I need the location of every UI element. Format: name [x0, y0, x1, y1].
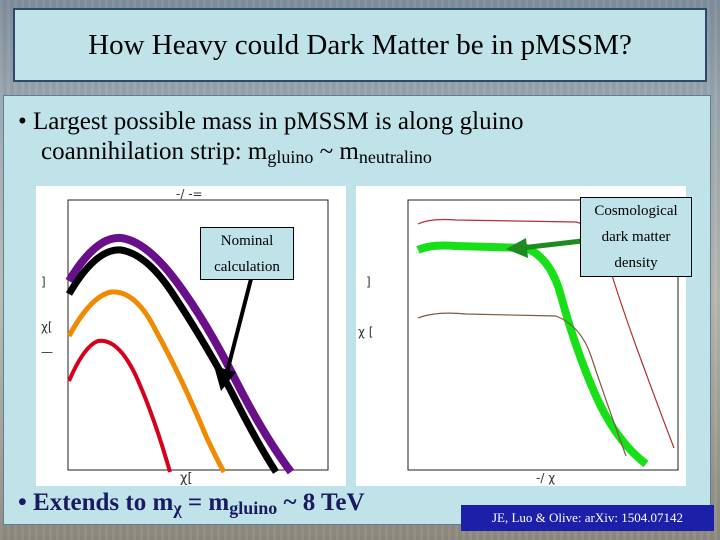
- arrow-nominal-shaft: [224, 278, 253, 377]
- callout-nominal: Nominal calculation: [200, 227, 294, 280]
- bullet-2-eq: = m: [181, 489, 230, 516]
- right-plot-x-label: -/ χ: [536, 471, 555, 485]
- sub-neutralino: neutralino: [358, 147, 432, 167]
- bullet-1-text-b: coannihilation strip: m: [41, 138, 268, 165]
- left-plot-x-label: χ[: [180, 471, 193, 486]
- bullet-2-text-a: Extends to m: [33, 489, 174, 516]
- sub-chi: χ: [173, 498, 182, 518]
- right-plot-y-label: χ [: [358, 325, 373, 339]
- curve-purple: [65, 233, 295, 475]
- arrow-cosmo-shaft: [520, 238, 583, 251]
- bullet-2: • Extends to mχ = mgluino ~ 8 TeV: [18, 488, 365, 523]
- curve-green: [416, 241, 649, 468]
- curve-orange: [66, 289, 227, 474]
- bullet-2-rest: ~ 8 TeV: [277, 489, 365, 516]
- sub-gluino: gluino: [267, 147, 314, 167]
- bullet-2-sub-gluino: gluino: [229, 498, 278, 518]
- right-plot-frame: [407, 199, 679, 471]
- callout-cosmo-line-1: Cosmological: [594, 203, 678, 219]
- slide-title: How Heavy could Dark Matter be in p​MSSM…: [88, 28, 632, 61]
- curve-black: [65, 246, 279, 474]
- callout-nominal-line-2: calculation: [214, 259, 280, 275]
- left-plot-ytick-3: —: [41, 345, 53, 359]
- callout-cosmo-line-3: density: [614, 255, 658, 271]
- arrow-nominal-head: [214, 366, 236, 391]
- callout-nominal-line-1: Nominal: [220, 233, 274, 249]
- bullet-1-tilde: ~ m: [313, 138, 359, 165]
- right-plot-ytick-1: ]: [366, 275, 371, 289]
- left-plot-y-label: χ[: [41, 320, 53, 334]
- left-plot: -/ -= ] χ[ — χ[: [36, 186, 346, 486]
- bullet-2-marker: •: [18, 489, 27, 516]
- bullet-marker: •: [18, 108, 27, 135]
- callout-cosmo-line-2: dark matter: [601, 229, 671, 245]
- curve-red: [67, 338, 172, 473]
- bullet-1: • Largest possible mass in pMSSM is alon…: [18, 107, 524, 172]
- reference-badge: JE, Luo & Olive: arXiv: 1504.07142: [461, 505, 714, 531]
- left-plot-svg: -/ -= ] χ[ — χ[: [41, 187, 329, 486]
- arrow-cosmo-head: [506, 238, 528, 258]
- curve-brown: [417, 312, 627, 457]
- left-plot-ytick-1: ]: [41, 275, 46, 289]
- bullet-1-text-a: Largest possible mass in pMSSM is along …: [33, 108, 524, 135]
- left-plot-top-label: -/ -=: [176, 187, 203, 201]
- bullet-1-line-2: coannihilation strip: mgluino ~ mneutral…: [18, 137, 524, 172]
- title-box: How Heavy could Dark Matter be in p​MSSM…: [13, 8, 707, 82]
- callout-cosmological: Cosmological dark matter density: [580, 197, 692, 277]
